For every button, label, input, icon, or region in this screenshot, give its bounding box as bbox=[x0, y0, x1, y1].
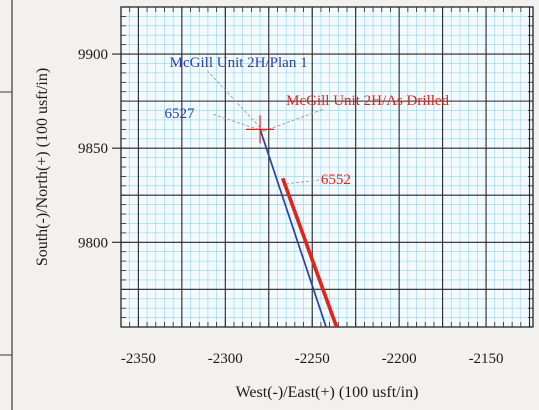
x-tick-labels: -2350 -2300 -2250 -2200 -2150 bbox=[121, 351, 504, 367]
callout-line bbox=[212, 113, 264, 132]
x-tick-label: -2150 bbox=[469, 351, 504, 367]
annotations: McGill Unit 2H/Plan 1 McGill Unit 2H/As D… bbox=[164, 55, 449, 188]
axis-ticks bbox=[112, 6, 533, 328]
x-tick-label: -2200 bbox=[382, 351, 417, 367]
y-tick-label: 9850 bbox=[78, 141, 108, 157]
x-tick-label: -2300 bbox=[208, 351, 243, 367]
callout-line bbox=[263, 108, 325, 132]
x-tick-label: -2350 bbox=[121, 351, 156, 367]
callout-line bbox=[207, 70, 264, 132]
y-axis-label: South(-)/North(+) (100 usft/in) bbox=[34, 68, 51, 266]
series-layer bbox=[259, 129, 339, 327]
depth-label: 6527 bbox=[164, 106, 195, 122]
callout-lines bbox=[207, 70, 325, 185]
x-axis-label: West(-)/East(+) (100 usft/in) bbox=[236, 384, 419, 401]
x-tick-label: -2250 bbox=[295, 351, 330, 367]
series-line-plan bbox=[259, 129, 327, 327]
callout-line bbox=[286, 179, 319, 185]
y-tick-labels: 9800 9850 9900 bbox=[78, 47, 108, 251]
well-marker bbox=[246, 115, 275, 144]
y-tick-label: 9900 bbox=[78, 47, 108, 63]
series-line-as-drilled bbox=[281, 177, 339, 327]
series-label: McGill Unit 2H/Plan 1 bbox=[170, 55, 308, 71]
depth-label: 6552 bbox=[321, 172, 351, 188]
series-label: McGill Unit 2H/As Drilled bbox=[286, 93, 449, 109]
y-tick-label: 9800 bbox=[78, 235, 108, 251]
